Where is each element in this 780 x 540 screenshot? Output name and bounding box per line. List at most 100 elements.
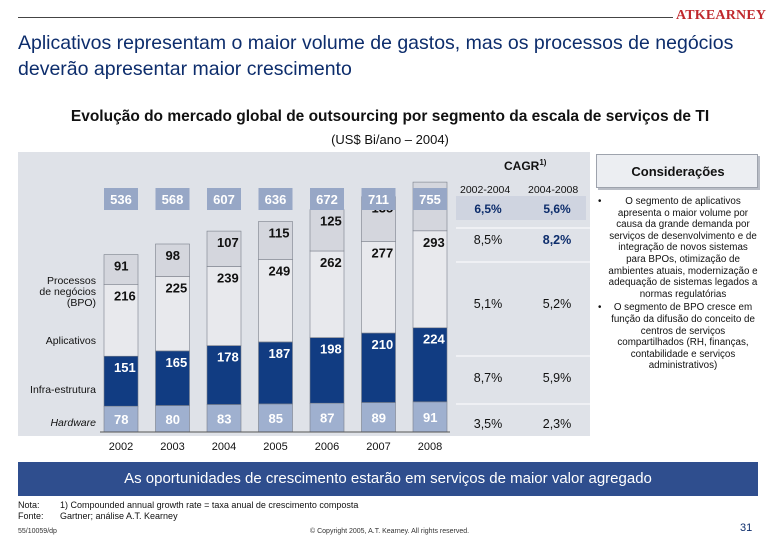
page-title: Aplicativos representam o maior volume d…: [18, 32, 734, 80]
copyright: © Copyright 2005, A.T. Kearney. All righ…: [310, 528, 470, 535]
data-label: 78: [114, 412, 128, 427]
cagr-total-value: 5,6%: [543, 202, 571, 216]
x-tick-label: 2003: [160, 441, 184, 453]
bar-segment: [412, 230, 448, 329]
cagr-value: 5,1%: [474, 297, 503, 311]
bar-segment: [155, 276, 190, 352]
bar-segment: [103, 355, 139, 407]
data-label: 224: [423, 332, 445, 347]
considerations-list: • O segmento de aplicativos apresenta o …: [598, 196, 758, 374]
chart-subtitle: Evolução do mercado global de outsourcin…: [70, 108, 710, 125]
bar-segment: [258, 221, 293, 260]
total-box: [310, 188, 344, 210]
data-label: 125: [320, 214, 342, 229]
data-label: 115: [269, 226, 290, 241]
total-label: 755: [419, 192, 441, 207]
data-label: 262: [320, 255, 342, 270]
total-box: [155, 188, 190, 210]
data-label: 210: [372, 337, 394, 352]
bar-segment: [309, 337, 345, 404]
source-text: Gartner; análise A.T. Kearney: [60, 511, 178, 521]
total-label: 607: [213, 192, 235, 207]
series-label: de negócios: [39, 286, 96, 298]
data-label: 178: [217, 350, 239, 365]
x-tick-label: 2004: [212, 441, 236, 453]
data-label: 151: [114, 360, 136, 375]
considerations-item: • O segmento de BPO cresce em função da …: [598, 302, 755, 372]
data-label: 87: [320, 411, 334, 426]
data-label: 293: [423, 235, 445, 250]
bar-segment: [155, 243, 190, 277]
cagr-value: 3,5%: [474, 417, 503, 431]
total-label: 672: [316, 192, 338, 207]
x-tick-label: 2008: [418, 441, 442, 453]
source-label: Fonte:: [18, 511, 44, 521]
bar-segment: [206, 404, 242, 433]
bar-segment: [103, 284, 139, 357]
bar-segment: [103, 254, 139, 286]
series-label: Hardware: [50, 417, 96, 429]
bar-segment: [258, 259, 293, 343]
series-label: Processos: [47, 275, 96, 287]
total-box: [413, 188, 447, 210]
data-label: 249: [269, 264, 291, 279]
bar-segment: [361, 332, 396, 403]
x-tick-label: 2005: [263, 441, 287, 453]
total-label: 636: [265, 192, 287, 207]
cagr-total-value: 6,5%: [474, 202, 502, 216]
data-label: 91: [423, 410, 437, 425]
data-label: 239: [217, 271, 239, 286]
total-box: [258, 188, 293, 210]
note-text: 1) Compounded annual growth rate = taxa …: [60, 500, 359, 510]
data-label: 98: [166, 248, 180, 263]
series-label: Infra-estrutura: [30, 384, 96, 396]
bullet-icon: •: [598, 302, 602, 314]
company-logo: ATKEARNEY: [676, 8, 767, 23]
data-label: 187: [269, 346, 291, 361]
document-code: 55/10059/dp: [18, 528, 57, 535]
x-tick-label: 2002: [109, 441, 133, 453]
data-label: 83: [217, 411, 231, 426]
x-tick-label: 2006: [315, 441, 339, 453]
cagr-value: 5,2%: [543, 297, 572, 311]
cagr-value: 8,7%: [474, 371, 503, 385]
bar-segment: [258, 341, 293, 405]
series-label: Aplicativos: [46, 335, 96, 347]
considerations-title: Considerações: [631, 164, 725, 179]
total-label: 711: [368, 192, 389, 207]
data-label: 277: [372, 245, 394, 260]
period-2002-2004: 2002-2004: [460, 184, 511, 196]
x-tick-label: 2007: [366, 441, 390, 453]
considerations-header: Considerações: [596, 154, 758, 188]
cagr-value: 8,5%: [474, 233, 503, 247]
total-box: [207, 188, 241, 210]
series-label: (BPO): [67, 297, 96, 309]
data-label: 107: [217, 235, 239, 250]
total-label: 536: [110, 192, 132, 207]
data-label: 85: [269, 411, 283, 426]
total-label: 568: [162, 192, 184, 207]
note-label: Nota:: [18, 500, 40, 510]
total-box: [361, 188, 396, 210]
cagr-value: 2,3%: [543, 417, 572, 431]
cagr-title: CAGR1): [504, 158, 547, 173]
cagr-value: 8,2%: [543, 233, 572, 247]
cagr-value: 5,9%: [543, 371, 572, 385]
data-label: 198: [320, 342, 342, 357]
bar-segment: [103, 405, 139, 433]
header-rule: [18, 17, 673, 18]
bar-segment: [412, 327, 448, 403]
bar-segment: [361, 241, 396, 334]
data-label: 216: [114, 289, 136, 304]
bar-segment: [206, 266, 242, 346]
data-label: 80: [166, 412, 180, 427]
considerations-item: • O segmento de aplicativos apresenta o …: [598, 196, 758, 300]
data-label: 91: [114, 259, 128, 274]
data-label: 89: [372, 410, 386, 425]
bar-segment: [206, 345, 242, 405]
total-box: [104, 188, 138, 210]
conclusion-banner: As oportunidades de crescimento estarão …: [18, 462, 758, 496]
bullet-icon: •: [598, 196, 602, 207]
data-label: 225: [166, 280, 188, 295]
